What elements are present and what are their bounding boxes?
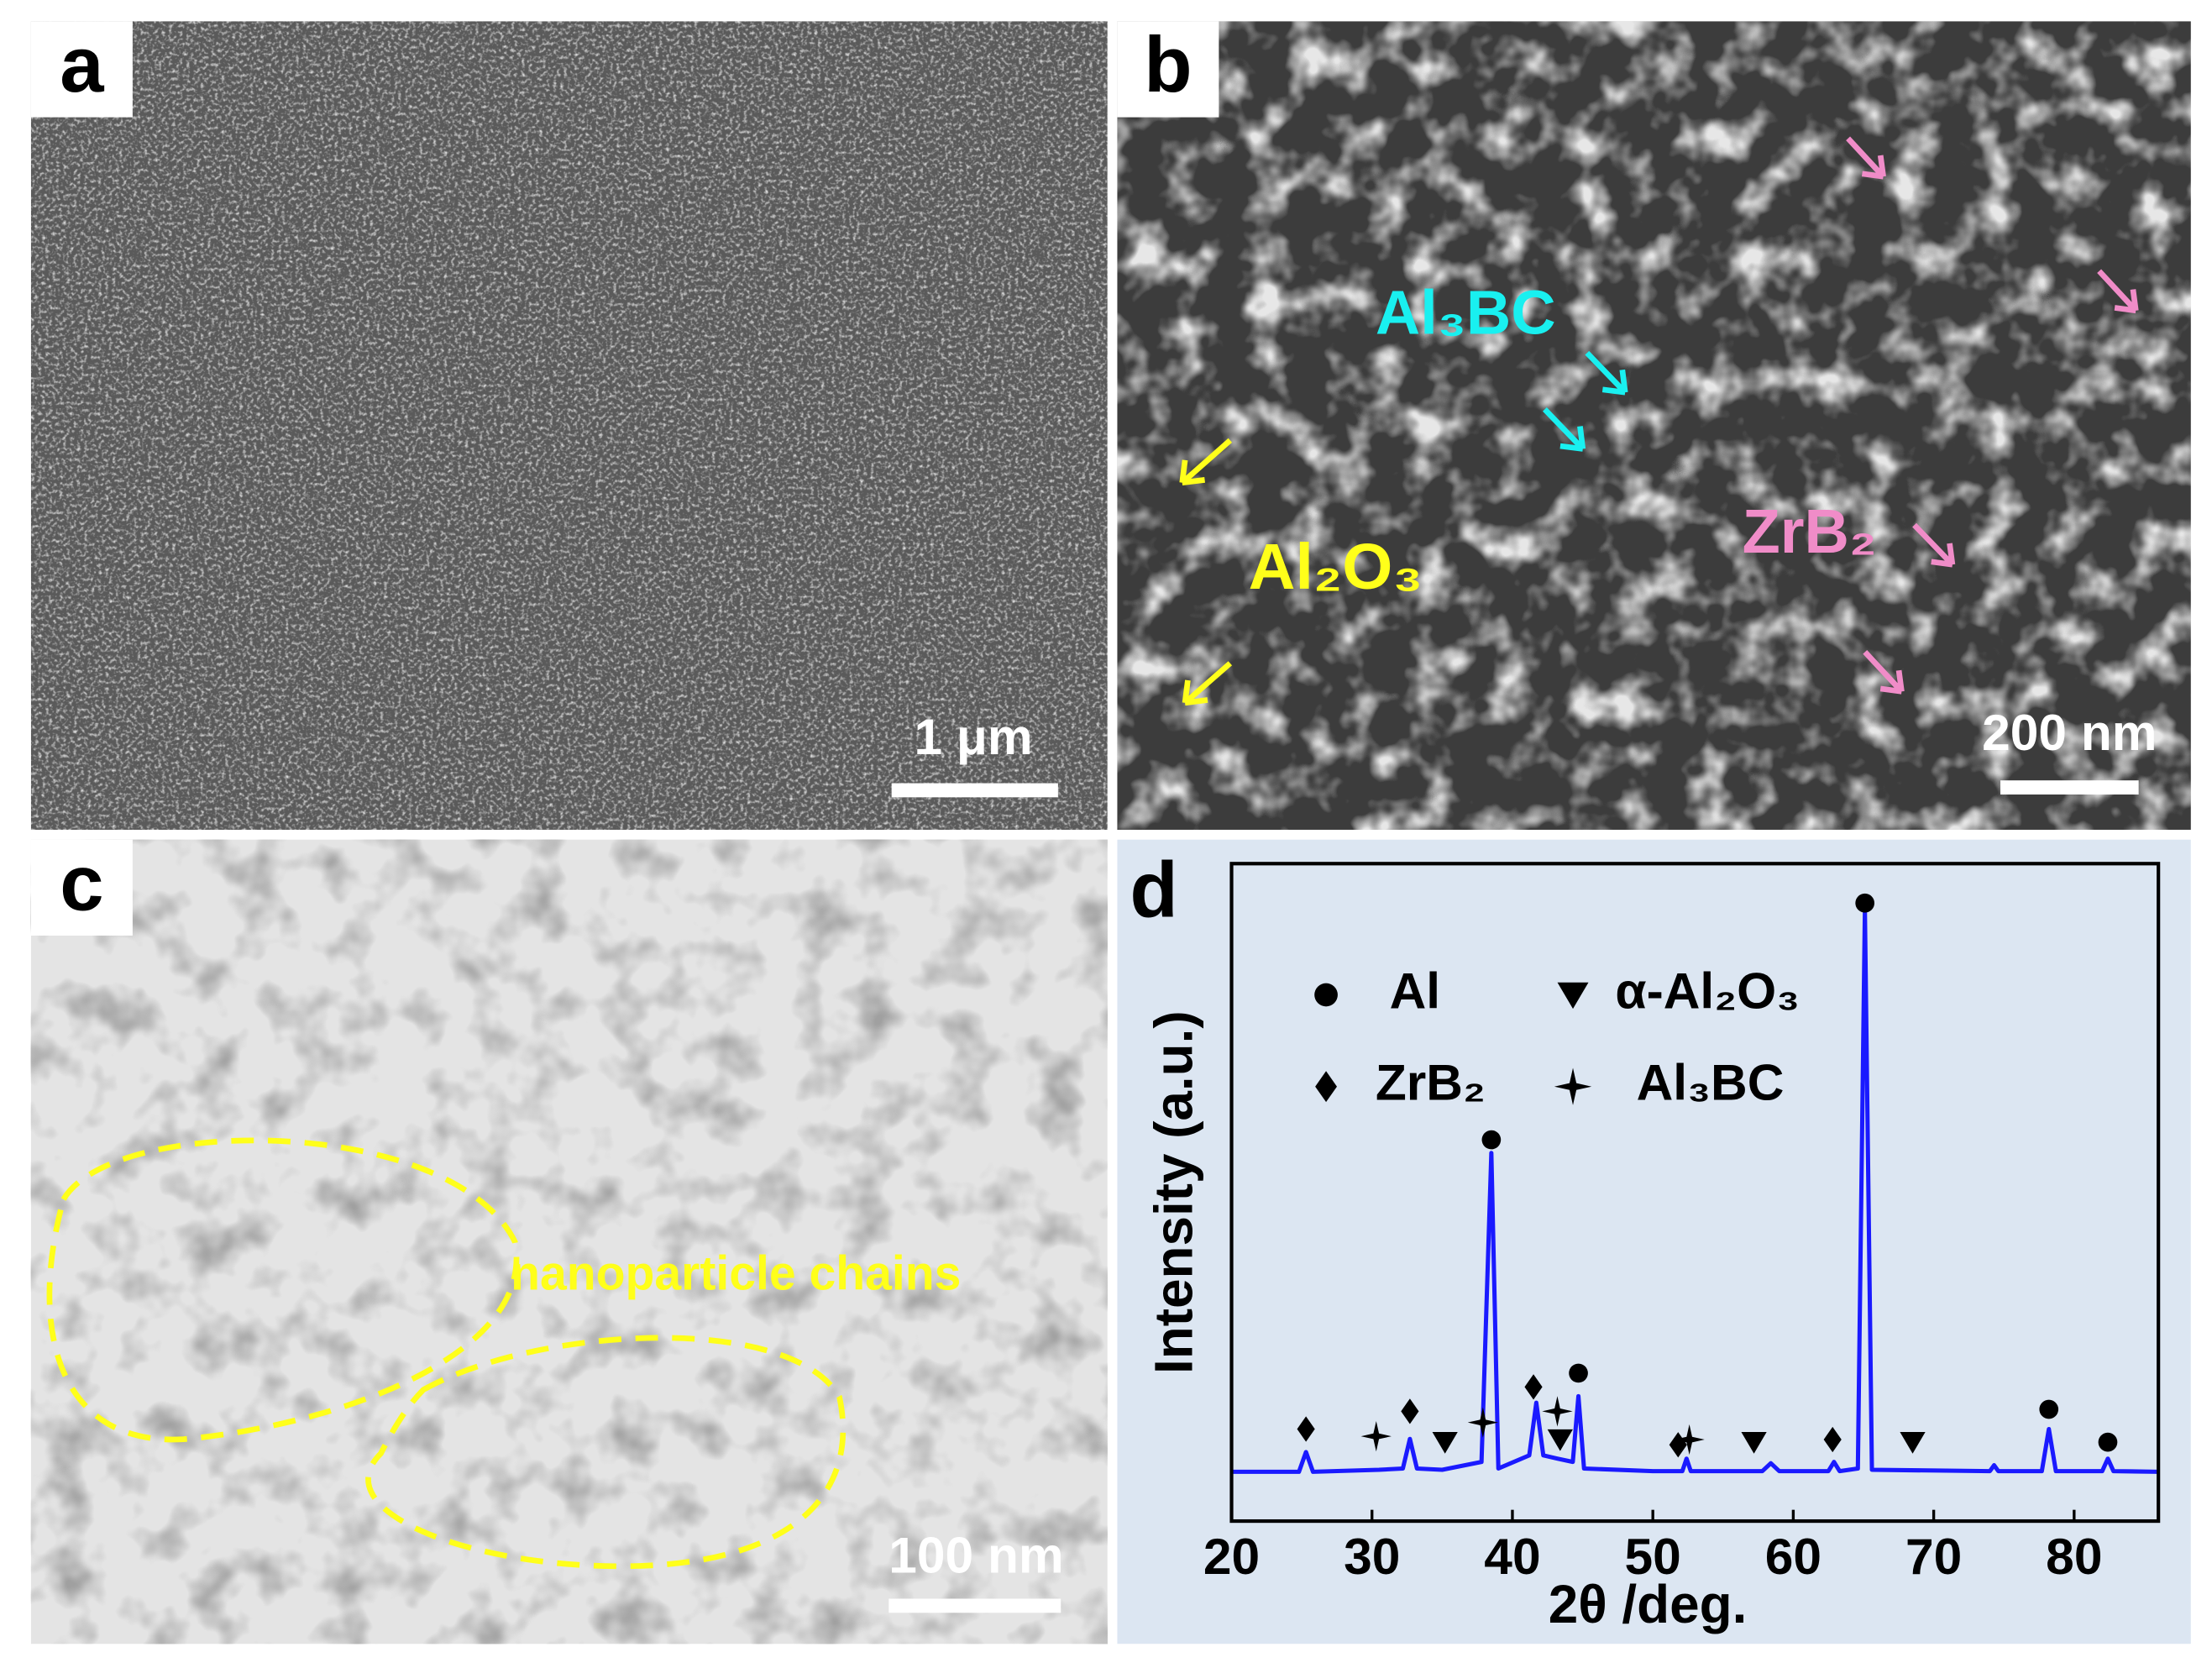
legend-label: ZrB₂ bbox=[1376, 1054, 1486, 1111]
scale-bar-label: 200 nm bbox=[1982, 704, 2157, 761]
label-box bbox=[1117, 21, 1219, 118]
peak-marker bbox=[1855, 893, 1875, 913]
peak-marker bbox=[1360, 1420, 1392, 1452]
peak-marker bbox=[1481, 1130, 1502, 1150]
scale-bar-label: 100 nm bbox=[888, 1526, 1063, 1583]
legend-symbol bbox=[1557, 982, 1589, 1010]
x-tick-label: 20 bbox=[1203, 1528, 1260, 1585]
tem-texture bbox=[30, 839, 1108, 1644]
arrows bbox=[1179, 136, 2139, 706]
peak-marker bbox=[1542, 1396, 1573, 1427]
panel-label: a bbox=[60, 20, 104, 108]
x-tick-label: 80 bbox=[2046, 1528, 2102, 1585]
x-axis-label: 2θ /deg. bbox=[1549, 1574, 1748, 1634]
arrow bbox=[1543, 407, 1586, 452]
arrow bbox=[1182, 661, 1233, 706]
dashed-outline bbox=[365, 1335, 847, 1570]
label-box bbox=[30, 839, 133, 936]
arrow bbox=[1912, 522, 1956, 568]
peak-marker bbox=[1297, 1416, 1315, 1442]
scale-bar bbox=[888, 1598, 1061, 1613]
panel-label: c bbox=[60, 838, 103, 926]
peak-marker bbox=[1900, 1432, 1926, 1454]
peak-marker bbox=[1467, 1407, 1498, 1438]
arrow bbox=[2097, 269, 2139, 314]
legend-symbol bbox=[1314, 983, 1338, 1007]
peak-marker bbox=[1432, 1432, 1458, 1454]
annotation: Al₃BC bbox=[1376, 278, 1556, 348]
plot-frame bbox=[1229, 862, 2161, 1524]
panel-label: d bbox=[1130, 846, 1177, 934]
legend-label: Al₃BC bbox=[1637, 1054, 1785, 1111]
dashed-outline bbox=[46, 1137, 520, 1443]
annotation: ZrB₂ bbox=[1743, 496, 1877, 566]
peak-marker bbox=[1823, 1426, 1842, 1453]
legend-label: Al bbox=[1390, 962, 1440, 1019]
legend-label: α-Al₂O₃ bbox=[1615, 962, 1800, 1019]
scale-bar bbox=[891, 783, 1058, 798]
panel-label: b bbox=[1144, 20, 1192, 108]
sem-texture bbox=[30, 21, 1108, 830]
x-tick-label: 30 bbox=[1344, 1528, 1400, 1585]
peak-marker bbox=[1547, 1429, 1573, 1451]
arrow bbox=[1179, 438, 1233, 486]
xrd-line bbox=[1231, 907, 2159, 1474]
y-axis-label: Intensity (a.u.) bbox=[1144, 1010, 1204, 1374]
sem-texture bbox=[1117, 21, 2191, 830]
arrow bbox=[1585, 350, 1628, 396]
label-box bbox=[30, 21, 133, 118]
peak-marker bbox=[1401, 1398, 1419, 1424]
panel-c: c nanoparticle chains 100 nm bbox=[30, 838, 1108, 1644]
annotation: nanoparticle chains bbox=[511, 1247, 961, 1301]
peak-marker bbox=[2098, 1432, 2118, 1452]
legend-symbol bbox=[1554, 1067, 1592, 1105]
arrow bbox=[1846, 136, 1886, 180]
annotation: Al₂O₃ bbox=[1249, 531, 1423, 603]
panel-b: b Al₃BC Al₂O₃ ZrB₂ 200 nm bbox=[1117, 20, 2191, 830]
arrow bbox=[1863, 650, 1905, 695]
peak-marker bbox=[1674, 1424, 1705, 1456]
peak-marker bbox=[1524, 1374, 1543, 1400]
peak-marker bbox=[2039, 1399, 2059, 1419]
panel-a: a 1 μm bbox=[30, 20, 1108, 830]
panel-d: d 2θ /deg. Intensity (a.u.) 20 30 40 50 60 70… bbox=[1117, 839, 2191, 1644]
chart-background bbox=[1117, 839, 2191, 1644]
scale-bar-label: 1 μm bbox=[914, 708, 1032, 765]
peak-marker bbox=[1569, 1363, 1588, 1383]
x-tick-label: 50 bbox=[1625, 1528, 1681, 1585]
scale-bar bbox=[2000, 780, 2139, 795]
x-tick-label: 60 bbox=[1765, 1528, 1821, 1585]
peak-marker bbox=[1741, 1432, 1767, 1454]
x-tick-label: 70 bbox=[1905, 1528, 1962, 1585]
x-tick-label: 40 bbox=[1484, 1528, 1540, 1585]
